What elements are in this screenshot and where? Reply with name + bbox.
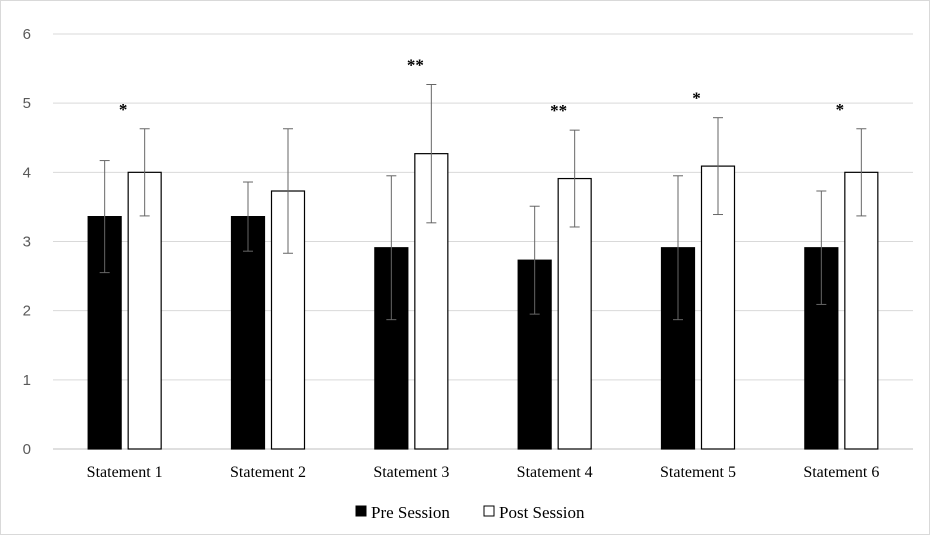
y-tick-label: 6 [23,26,31,43]
y-tick-label: 3 [23,234,31,251]
y-tick-label: 1 [23,372,31,389]
bar-post-session [844,171,879,450]
x-tick-label: Statement 5 [660,464,736,481]
legend-label: Post Session [499,503,585,522]
x-tick-label: Statement 1 [87,464,163,481]
y-axis-ticks: 0 1 2 3 4 5 6 [23,26,31,458]
bar-pre-session [230,216,266,450]
bars [87,153,879,450]
significance-marker: ** [550,101,567,120]
legend-swatch [355,505,367,517]
significance-marker: ** [407,55,424,74]
significance-annotations: ******* [119,55,844,120]
bar-pre-session [517,259,552,450]
x-tick-label: Statement 3 [373,464,449,481]
gridlines [53,33,913,450]
x-tick-label: Statement 2 [230,464,306,481]
significance-marker: * [836,100,845,119]
y-tick-label: 0 [23,441,31,458]
x-tick-label: Statement 6 [803,464,879,481]
legend-label: Pre Session [371,503,450,522]
y-tick-label: 5 [23,95,31,112]
significance-marker: * [119,100,128,119]
y-tick-label: 4 [23,164,31,181]
error-bars [99,83,867,321]
bar-post-session [127,171,162,450]
x-axis-ticks: Statement 1 Statement 2 Statement 3 Stateme… [87,464,880,481]
legend-swatch [483,505,495,517]
bar-post-session [557,177,592,450]
legend: Pre Session Post Session [355,503,585,522]
significance-marker: * [692,89,701,108]
x-tick-label: Statement 4 [517,464,593,481]
y-tick-label: 2 [23,303,31,320]
